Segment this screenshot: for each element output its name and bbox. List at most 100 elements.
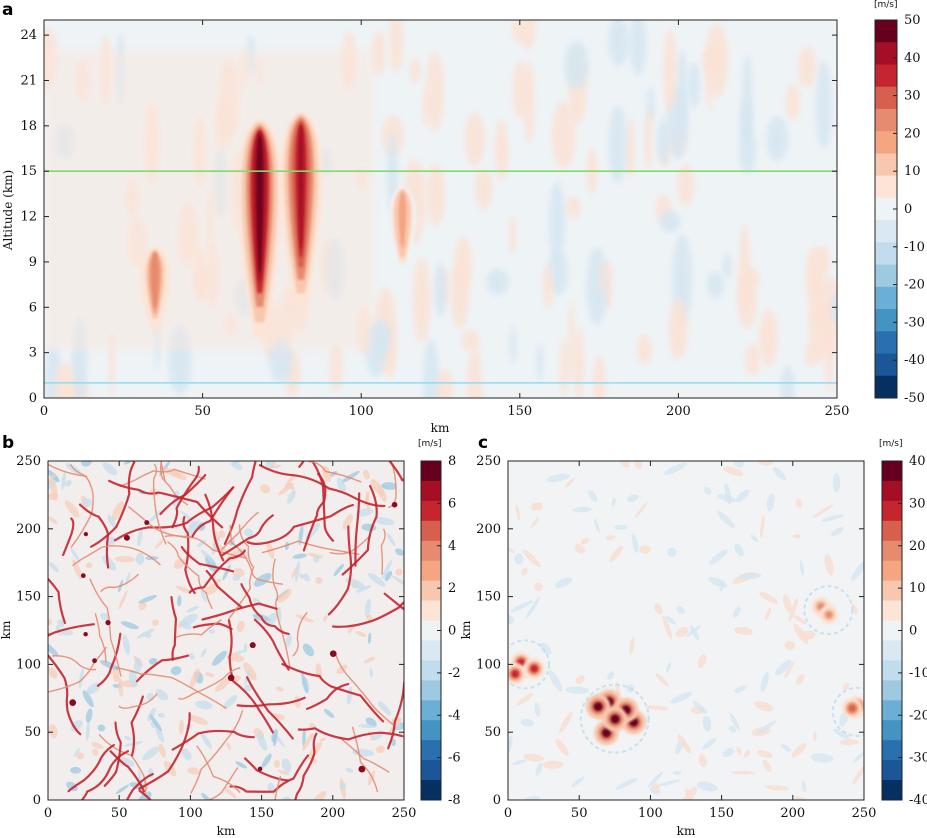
panel-c-texture-blob (796, 674, 805, 686)
panel-b-texture-blob (235, 761, 248, 769)
panel-b-texture-blob (181, 613, 198, 626)
panel-a-colorbar-swatch (875, 220, 897, 243)
panel-b-texture-blob (137, 791, 152, 800)
panel-b-colorbar-label: -6 (448, 751, 461, 766)
panel-c-texture-blob (655, 673, 669, 687)
panel-b-convergence-line (192, 622, 233, 631)
panel-b-texture-blob (352, 748, 374, 757)
panel-c-texture-blob (791, 742, 807, 758)
panel-b-texture-blob (81, 461, 92, 467)
panel-c-texture-blob (684, 788, 692, 798)
panel-a-colorbar-label: 50 (904, 13, 921, 28)
panel-b-convergence-line (272, 558, 291, 668)
panel-c-outflow-ring (508, 639, 551, 690)
panel-c-texture-blob (851, 559, 864, 581)
panel-c-texture-blob (832, 473, 841, 493)
panel-c-texture-blob (728, 725, 737, 733)
panel-c-ytick-label: 0 (493, 793, 501, 808)
panel-b-texture-blob (69, 546, 81, 564)
panel-a-texture-blob (805, 341, 816, 368)
panel-c-texture-blob (571, 776, 585, 788)
panel-b-colorbar-swatch (421, 500, 441, 522)
panel-b-texture-blob (155, 725, 165, 743)
panel-c-texture-blob (588, 490, 598, 502)
panel-c-ytick-label: 250 (476, 454, 501, 469)
panel-b-convergence-line (48, 577, 66, 624)
panel-b-convergence-line (48, 463, 88, 477)
panel-c-texture-blob (851, 603, 858, 615)
panel-a-texture-blob (565, 196, 581, 219)
panel-c-texture-blob (629, 637, 635, 655)
panel-b-convergence-line (171, 729, 255, 751)
panel-b-convergence-line (227, 619, 274, 734)
panel-b-x-ticks: 0 50 100 150 200 250 (44, 461, 416, 821)
panel-c-texture-blob (852, 763, 864, 785)
panel-b-frame (47, 460, 405, 801)
panel-a-texture-blob (814, 245, 830, 276)
panel-b-texture-blob (291, 566, 298, 579)
panel-a-texture-blob (368, 319, 392, 356)
panel-b-texture-blob (205, 583, 219, 595)
panel-c-texture-blob (698, 754, 707, 768)
panel-a-texture-blob (722, 253, 732, 280)
panel-b-convergence-line (94, 613, 107, 663)
panel-a-xtick-label: 50 (194, 404, 211, 419)
panel-b-colorbar-swatch (421, 780, 441, 801)
panel-b-texture-blob (177, 595, 182, 607)
panel-c-texture-blob (722, 748, 735, 757)
panel-b-texture-blob (396, 723, 401, 730)
panel-c-texture-blob (508, 735, 513, 753)
panel-c-texture-blob (696, 781, 718, 792)
panel-b-texture-blob (301, 672, 308, 694)
panel-b-texture-blob (170, 469, 187, 481)
panel-b-texture-blob (285, 634, 292, 648)
panel-b-texture-blob (50, 481, 58, 501)
panel-a-texture-blob (668, 298, 688, 360)
panel-c-texture-blob (627, 494, 639, 503)
panel-a-warm-wash (44, 50, 374, 350)
panel-a-colorbar-swatch (875, 197, 897, 221)
panel-b-ytick-label: 200 (16, 522, 41, 537)
panel-b-hotspot (329, 650, 337, 658)
panel-c-texture-blob (542, 760, 564, 769)
panel-a-colorbar-swatch (875, 175, 897, 199)
panel-b-texture-blob (367, 632, 372, 645)
panel-a-xtick-label: 0 (40, 404, 48, 419)
panel-c-cell (593, 701, 603, 712)
panel-b-convergence-line (339, 737, 390, 773)
panel-a-colorbar-label: -40 (904, 353, 925, 368)
panel-b-texture-blob (376, 745, 385, 754)
panel-c-texture-blob (793, 623, 809, 644)
panel-b-texture-blob (49, 562, 59, 573)
panel-b-texture-blob (366, 614, 373, 621)
panel-a-colorbar-label: -50 (904, 391, 925, 406)
panel-c-texture-blob (788, 598, 798, 622)
panel-b-ytick-label: 250 (16, 454, 41, 469)
panel-a-colorbar-swatch (875, 264, 897, 288)
panel-b-hotspot (227, 674, 235, 682)
panel-b-hotspot (144, 520, 150, 526)
panel-b-texture-blob (120, 621, 139, 630)
panel-c-texture-blob (523, 753, 545, 762)
panel-c-colorbar-swatch (882, 620, 902, 641)
panel-a-colorbar-swatch (875, 20, 897, 43)
panel-c-xtick-label: 250 (852, 806, 877, 821)
panel-b-texture-blob (73, 748, 80, 758)
panel-a-texture-blob (542, 265, 553, 310)
panel-a-texture-blob (599, 261, 606, 292)
panel-c-texture-blob (730, 770, 756, 775)
panel-label-a: a (2, 0, 13, 20)
panel-a-colorbar-swatch (875, 331, 897, 355)
panel-b-convergence-line (125, 773, 154, 800)
panel-a-texture-blob (551, 101, 576, 170)
panel-a-texture-blob (423, 338, 439, 398)
panel-a-texture-blob (815, 60, 833, 150)
panel-b-convergence-line (138, 712, 191, 790)
panel-c-texture-blob (784, 661, 794, 679)
panel-b-texture-blob (142, 746, 160, 761)
panel-c-texture-blob (782, 594, 792, 613)
panel-a-ytick-label: 9 (29, 255, 37, 270)
panel-b-texture-blob (208, 629, 216, 634)
panel-b-texture-blob (387, 533, 396, 546)
panel-c: 0 50 100 150 200 250 0 50 100 150 200 250 km km (459, 454, 877, 838)
